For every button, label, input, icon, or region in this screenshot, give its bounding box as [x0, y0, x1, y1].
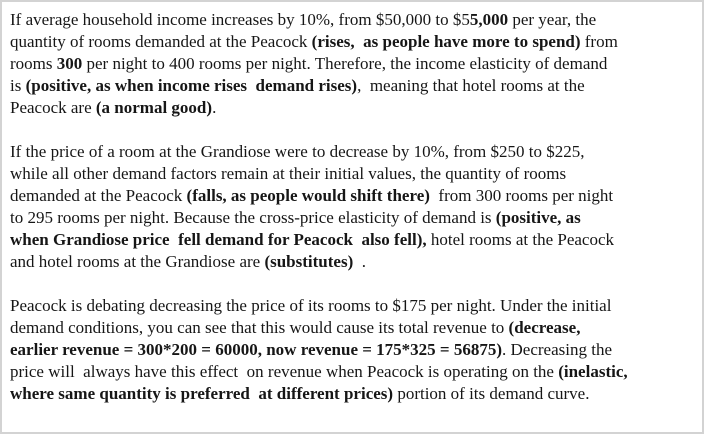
text-run: . — [212, 98, 217, 117]
bold-text-run: (substitutes) — [264, 252, 354, 271]
bold-text-run: when Grandiose price fell demand for Pea… — [10, 230, 427, 249]
bold-text-run: 5,000 — [469, 10, 509, 29]
text-line: demanded at the Peacock (falls, as peopl… — [10, 185, 694, 207]
text-line: price will always have this effect on re… — [10, 361, 694, 383]
text-run: from — [580, 32, 618, 51]
text-run: quantity of rooms demanded at the Peacoc… — [10, 32, 312, 51]
text-line: where same quantity is preferred at diff… — [10, 383, 694, 405]
text-run: per night to 400 rooms per night. Theref… — [82, 54, 608, 73]
text-run: If the price of a room at the Grandiose … — [10, 142, 585, 161]
text-run: Peacock are — [10, 98, 96, 117]
text-run: per year, the — [508, 10, 597, 29]
bold-text-run: (decrease, — [508, 318, 581, 337]
text-run: to 295 rooms per night. Because the cros… — [10, 208, 496, 227]
text-line: when Grandiose price fell demand for Pea… — [10, 229, 694, 251]
text-run: rooms — [10, 54, 57, 73]
text-run: . Decreasing the — [502, 340, 613, 359]
text-run: Peacock is debating decreasing the price… — [10, 296, 612, 315]
text-line: If the price of a room at the Grandiose … — [10, 141, 694, 163]
paragraph: If the price of a room at the Grandiose … — [10, 141, 694, 273]
document-body: If average household income increases by… — [2, 2, 702, 405]
bold-text-run: (a normal good) — [95, 98, 213, 117]
text-run: demand conditions, you can see that this… — [10, 318, 509, 337]
bold-text-run: (rises, as people have more to spend) — [311, 32, 581, 51]
text-line: Peacock are (a normal good). — [10, 97, 694, 119]
text-run: is — [10, 76, 26, 95]
bold-text-run: earlier revenue = 300*200 = 60000, now r… — [10, 340, 503, 359]
text-run: portion of its demand curve. — [393, 384, 590, 403]
text-run: If average household income increases by… — [10, 10, 470, 29]
text-run: . — [353, 252, 366, 271]
text-run: while all other demand factors remain at… — [10, 164, 567, 183]
bold-text-run: where same quantity is preferred at diff… — [10, 384, 394, 403]
text-line: and hotel rooms at the Grandiose are (su… — [10, 251, 694, 273]
bold-text-run: (falls, as people would shift there) — [186, 186, 430, 205]
text-line: to 295 rooms per night. Because the cros… — [10, 207, 694, 229]
text-run: demanded at the Peacock — [10, 186, 187, 205]
text-line: rooms 300 per night to 400 rooms per nig… — [10, 53, 694, 75]
text-line: quantity of rooms demanded at the Peacoc… — [10, 31, 694, 53]
text-line: If average household income increases by… — [10, 9, 694, 31]
text-line: while all other demand factors remain at… — [10, 163, 694, 185]
text-run: and hotel rooms at the Grandiose are — [10, 252, 265, 271]
text-line: Peacock is debating decreasing the price… — [10, 295, 694, 317]
bold-text-run: (positive, as — [495, 208, 581, 227]
paragraph: Peacock is debating decreasing the price… — [10, 295, 694, 405]
text-line: is (positive, as when income rises deman… — [10, 75, 694, 97]
text-run: from 300 rooms per night — [429, 186, 614, 205]
text-run: , meaning that hotel rooms at the — [357, 76, 585, 95]
text-line: demand conditions, you can see that this… — [10, 317, 694, 339]
bold-text-run: (positive, as when income rises demand r… — [25, 76, 358, 95]
text-run: hotel rooms at the Peacock — [426, 230, 615, 249]
paragraph: If average household income increases by… — [10, 9, 694, 119]
bold-text-run: (inelastic, — [558, 362, 628, 381]
text-line: earlier revenue = 300*200 = 60000, now r… — [10, 339, 694, 361]
text-run: price will always have this effect on re… — [10, 362, 559, 381]
bold-text-run: 300 — [56, 54, 83, 73]
